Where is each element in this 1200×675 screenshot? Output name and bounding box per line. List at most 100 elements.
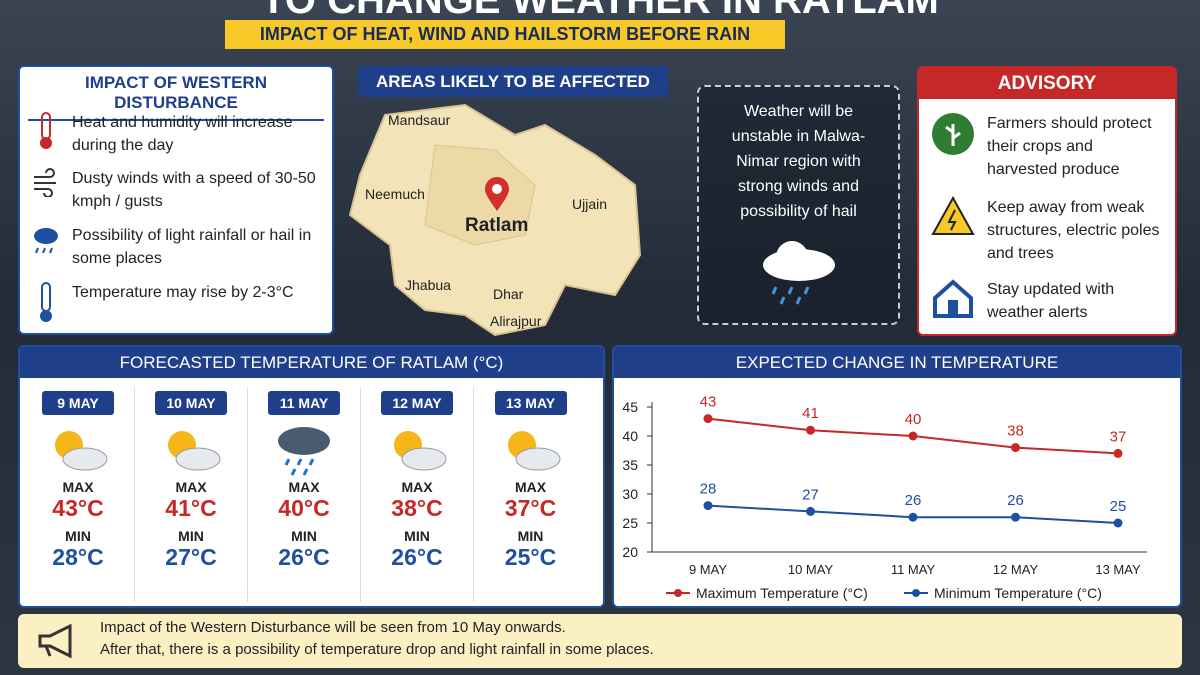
icon [40,282,52,322]
map-title: AREAS LIKELY TO BE AFFECTED [358,66,668,97]
icon [933,279,973,318]
advisory-item: Keep away from weak structures, electric… [931,196,1167,265]
x-tick-label: 11 MAY [891,562,936,577]
x-tick-label: 12 MAY [993,562,1039,577]
map-pin [485,177,509,211]
data-label: 40 [905,411,922,428]
point [1011,512,1020,522]
cloud-icon [763,241,835,305]
item-text: Possibility of light rainfall or hail in… [72,227,312,267]
max-label: MAX [401,479,433,495]
place: Alirajpur [490,313,542,329]
point [1113,448,1123,458]
callout-box: Weather will be unstable in Malwa-Nimar … [697,85,900,325]
weather-icon [55,431,108,471]
forecast-title: FORECASTED TEMPERATURE OF RATLAM (°C) [20,347,603,378]
x-tick-label: 13 MAY [1095,562,1141,577]
data-label: 38 [1007,423,1024,440]
forecast-day: 11 MAY MAX 40°C MIN 26°C [248,387,361,602]
y-tick-label: 40 [622,428,638,444]
advisory-panel: ADVISORY Farmers should protect their cr… [917,66,1177,336]
x-tick-label: 10 MAY [788,562,834,577]
data-label: 43 [700,394,717,411]
point [908,431,918,441]
point [806,425,815,435]
note-line: Impact of the Western Disturbance will b… [100,619,566,636]
max-label: MAX [514,479,547,495]
max-label: MAX [62,479,94,495]
data-label: 41 [802,405,819,422]
item-text: Stay updated with weather alerts [987,281,1115,321]
y-tick-label: 45 [622,399,638,415]
max-temp: 38°C [391,495,443,521]
note-line: After that, there is a possibility of te… [100,641,654,658]
weather-icon [507,431,560,471]
impact-item: Dusty winds with a speed of 30-50 kmph /… [32,167,324,213]
max-label: MAX [175,479,207,495]
legend-label: Minimum Temperature (°C) [934,585,1102,601]
data-label: 37 [1110,428,1127,445]
map-section: AREAS LIKELY TO BE AFFECTED Mandsaur Nee… [345,65,690,340]
item-text: Dusty winds with a speed of 30-50 kmph /… [72,170,316,210]
place: Neemuch [365,186,425,202]
data-label: 26 [905,492,922,509]
impact-item: Possibility of light rainfall or hail in… [32,224,324,270]
point [703,501,713,511]
y-tick-label: 30 [622,486,638,502]
page-title: TO CHANGE WEATHER IN RATLAM [261,0,939,22]
callout-text: Weather will be unstable in Malwa-Nimar … [731,103,866,220]
x-tick-label: 9 MAY [689,562,727,577]
data-label: 26 [1007,492,1024,509]
disturbance-panel: IMPACT OF WESTERN DISTURBANCE Heat and h… [18,65,334,335]
advisory-item: Stay updated with weather alerts [931,278,1167,324]
map-shape [348,103,642,337]
max-temp: 40°C [278,495,330,521]
y-tick-label: 35 [622,457,638,473]
max-temp: 37°C [504,495,557,521]
min-temp: 26°C [391,544,443,570]
y-tick-label: 20 [622,544,638,560]
date: 11 MAY [268,391,340,415]
y-tick-label: 25 [622,515,638,531]
forecast-panel: FORECASTED TEMPERATURE OF RATLAM (°C) 9 … [18,345,605,608]
min-temp: 26°C [278,544,330,570]
legend-marker [674,589,682,597]
impact-item: Temperature may rise by 2-3°C [32,281,324,325]
max-temp: 43°C [52,495,104,521]
note-box: Impact of the Western Disturbance will b… [18,614,1182,668]
max-temp: 41°C [165,495,217,521]
chart: 20 25 30 35 40 45 9 MAY 10 MAY 11 MAY 12 MAY 13 MA… [622,394,1147,601]
weather-icon [168,431,221,471]
data-label: 25 [1110,498,1127,515]
legend-label: Maximum Temperature (°C) [696,585,868,601]
megaphone [38,623,72,659]
min-label: MIN [404,528,430,544]
icon [932,113,974,155]
date: 13 MAY [494,391,567,415]
min-label: MIN [65,528,91,544]
weather-icon [278,427,330,476]
min-temp: 25°C [504,544,557,570]
advisory-item: Farmers should protect their crops and h… [931,112,1167,181]
item-text: Heat and humidity will increase during t… [72,114,293,154]
forecast-day: 10 MAY MAX 41°C MIN 27°C [135,387,248,602]
place: Ratlam [465,215,529,236]
max-label: MAX [288,479,320,495]
icon [34,168,56,197]
subtitle: IMPACT OF HEAT, WIND AND HAILSTORM BEFOR… [225,20,785,49]
point [1113,518,1123,528]
min-label: MIN [178,528,204,544]
place: Dhar [493,286,524,302]
date: 12 MAY [381,391,453,415]
item-text: Temperature may rise by 2-3°C [72,284,294,301]
min-temp: 27°C [165,544,217,570]
point [703,414,713,424]
panel-title: IMPACT OF WESTERN DISTURBANCE [28,73,324,121]
date: 10 MAY [155,391,227,415]
min-label: MIN [291,528,317,544]
point [1011,443,1020,453]
data-label: 28 [700,481,717,498]
icon [34,228,58,254]
place: Mandsaur [388,112,451,128]
